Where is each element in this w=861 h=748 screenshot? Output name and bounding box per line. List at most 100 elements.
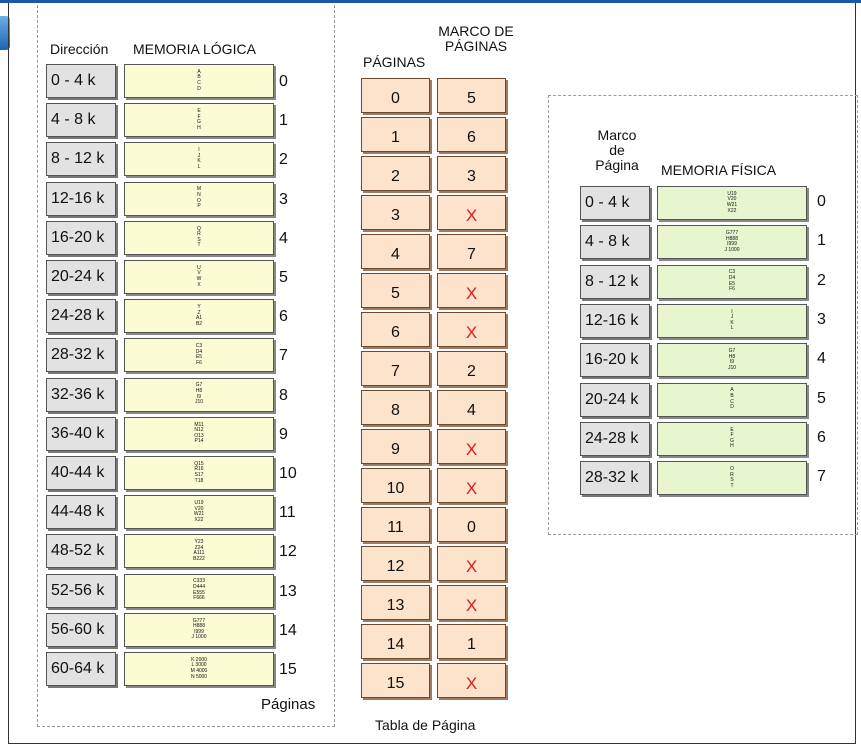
cell-line: F666	[193, 595, 205, 602]
cell-line: D4	[195, 348, 203, 355]
page-table-absent-mark: X	[437, 429, 506, 464]
page-table-frame-header: MARCO DE PÁGINAS	[434, 24, 518, 54]
physical-frame-content: U19 V20 W21 X22	[657, 186, 807, 220]
logical-page-content: G777 H888 I999 J 1000	[124, 612, 274, 647]
page-table-pages-header: PÁGINAS	[363, 54, 426, 70]
page-table-frame-cell: 2	[437, 351, 506, 386]
logical-address-box: 56-60 k	[46, 612, 116, 647]
logical-address-box: 32-36 k	[46, 377, 116, 412]
page-table-page-cell: 9	[361, 429, 430, 464]
cell-line: P14	[194, 438, 204, 445]
logical-page-number: 10	[279, 465, 297, 482]
cell-line: H8	[728, 353, 736, 360]
logical-page-number: 11	[279, 504, 296, 522]
page-table-page-cell: 14	[361, 624, 430, 659]
logical-address-box: 20-24 k	[46, 260, 116, 294]
physical-address-box: 28-32 k	[580, 461, 650, 496]
logical-page-number: 15	[279, 661, 297, 678]
cell-line: S17	[194, 472, 204, 478]
logical-address-box: 28-32 k	[46, 338, 116, 373]
logical-address-box: 4 - 8 k	[46, 103, 116, 138]
cell-content: G777 H888 I999 J 1000	[191, 618, 206, 641]
physical-address-box: 20-24 k	[580, 382, 650, 417]
page-table-page-cell: 8	[361, 390, 430, 425]
cell-line: X	[197, 281, 201, 288]
cell-line: G7	[195, 382, 203, 389]
logical-memory-panel	[37, 5, 335, 727]
cell-line: M 4000	[190, 668, 208, 674]
page-table-page-cell: 5	[361, 273, 430, 308]
logical-page-number: 7	[279, 347, 288, 365]
logical-page-number: 6	[279, 308, 288, 326]
cell-line: N12	[194, 427, 204, 434]
physical-frame-number: 7	[817, 468, 826, 486]
page-table-page-cell: 15	[361, 663, 430, 698]
page-table-frame-cell: 6	[437, 117, 506, 152]
logical-address-box: 52-56 k	[46, 573, 116, 608]
cell-line: O	[730, 465, 734, 472]
cell-line: V20	[727, 196, 737, 203]
logical-page-content: Y23 Z24 A111 B222	[124, 534, 274, 569]
logical-page-number: 14	[279, 621, 297, 639]
logical-address-box: 16-20 k	[46, 220, 116, 255]
page-table-absent-mark: X	[437, 468, 506, 503]
logical-page-content: Y Z A1 B2	[124, 299, 274, 334]
cell-line: W21	[193, 511, 205, 518]
page-table-page-cell: 12	[361, 546, 430, 581]
page-table-absent-mark: X	[437, 663, 506, 698]
cell-content: C3 D4 E5 F6	[196, 344, 202, 366]
cell-line: I9	[196, 393, 202, 400]
physical-address-box: 4 - 8 k	[580, 225, 650, 260]
cell-line: H888	[726, 235, 738, 242]
physical-frame-content: G7 H8 I9 J10	[657, 343, 807, 378]
logical-address-box: 48-52 k	[46, 534, 116, 569]
cell-content: G7 H8 I9 J10	[195, 383, 203, 405]
cell-line: E5	[195, 354, 203, 361]
cell-line: L 3000	[191, 662, 207, 669]
physical-frame-content: G777 H888 I999 J 1000	[657, 225, 807, 260]
cell-line: V20	[194, 505, 204, 512]
cell-line: G	[197, 119, 201, 126]
cell-line: W	[196, 276, 202, 282]
cell-line: F6	[729, 286, 735, 293]
page-table-frame-cell: 3	[437, 156, 506, 191]
page-table-absent-mark: X	[437, 195, 506, 230]
physical-frame-number: 4	[817, 350, 826, 368]
top-accent-bar	[0, 0, 861, 3]
cell-line: H	[730, 443, 734, 450]
physical-address-box: 12-16 k	[580, 303, 650, 338]
page-table-page-cell: 13	[361, 585, 430, 620]
page-table-absent-mark: X	[437, 312, 506, 347]
page-table-page-cell: 1	[361, 117, 430, 152]
logical-page-number: 8	[279, 386, 288, 404]
logical-pages-footer: Páginas	[261, 696, 316, 713]
page-table-frame-cell: 0	[437, 507, 506, 542]
cell-line: G	[730, 437, 734, 444]
logical-page-number: 12	[279, 543, 297, 561]
cell-line: J10	[194, 399, 204, 406]
physical-frame-number: 3	[817, 310, 826, 328]
cell-line: U19	[727, 190, 737, 197]
page-table-frame-cell: 7	[437, 234, 506, 269]
cell-line: J 1000	[724, 246, 740, 253]
cell-line: I999	[194, 628, 204, 635]
physical-frame-number: 6	[817, 428, 826, 446]
logical-page-number: 2	[279, 151, 288, 169]
cell-line: O	[197, 197, 201, 204]
logical-page-number: 9	[279, 425, 288, 443]
cell-line: I	[731, 308, 733, 315]
cell-line: N	[197, 192, 201, 198]
cell-line: D444	[193, 584, 205, 590]
page-table-frame-cell: 4	[437, 390, 506, 425]
physical-frame-number: 2	[817, 271, 826, 289]
cell-line: S	[197, 236, 201, 243]
cell-line: U19	[194, 500, 204, 506]
cell-line: C	[730, 398, 734, 405]
physical-address-box: 0 - 4 k	[580, 186, 650, 220]
cell-line: K	[730, 319, 734, 326]
cell-line: S	[730, 477, 734, 484]
